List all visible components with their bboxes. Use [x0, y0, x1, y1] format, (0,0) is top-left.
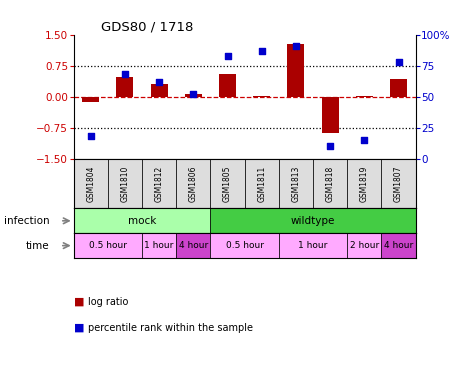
Text: mock: mock	[128, 216, 156, 226]
Text: GSM1812: GSM1812	[155, 165, 163, 202]
Bar	[245, 159, 279, 208]
Point	[326, 143, 334, 149]
Bar	[253, 96, 270, 97]
Point	[224, 53, 231, 59]
Bar	[151, 85, 168, 97]
Text: GSM1804: GSM1804	[86, 165, 95, 202]
Text: 1 hour: 1 hour	[298, 241, 328, 250]
Text: 2 hour: 2 hour	[350, 241, 379, 250]
Bar	[381, 233, 416, 258]
Bar	[142, 159, 176, 208]
Bar	[74, 159, 108, 208]
Text: percentile rank within the sample: percentile rank within the sample	[88, 322, 253, 333]
Text: 0.5 hour: 0.5 hour	[89, 241, 127, 250]
Text: GSM1807: GSM1807	[394, 165, 403, 202]
Bar	[287, 44, 304, 97]
Point	[258, 48, 266, 54]
Text: GSM1819: GSM1819	[360, 165, 369, 202]
Text: 0.5 hour: 0.5 hour	[226, 241, 264, 250]
Bar	[210, 208, 416, 233]
Bar	[142, 233, 176, 258]
Text: GSM1818: GSM1818	[326, 165, 334, 202]
Text: infection: infection	[4, 216, 50, 226]
Bar	[347, 233, 381, 258]
Point	[361, 137, 368, 143]
Bar	[279, 233, 347, 258]
Bar	[82, 97, 99, 102]
Text: log ratio: log ratio	[88, 297, 128, 307]
Bar	[347, 159, 381, 208]
Bar	[313, 159, 347, 208]
Bar	[176, 233, 210, 258]
Text: GSM1805: GSM1805	[223, 165, 232, 202]
Bar	[356, 96, 373, 97]
Text: GSM1810: GSM1810	[121, 165, 129, 202]
Text: 4 hour: 4 hour	[179, 241, 208, 250]
Text: GDS80 / 1718: GDS80 / 1718	[101, 20, 193, 34]
Bar	[219, 74, 236, 97]
Text: ■: ■	[74, 297, 84, 307]
Bar	[185, 94, 202, 97]
Point	[292, 43, 300, 49]
Point	[87, 134, 95, 139]
Text: GSM1806: GSM1806	[189, 165, 198, 202]
Bar	[74, 208, 210, 233]
Bar	[322, 97, 339, 133]
Text: GSM1811: GSM1811	[257, 165, 266, 202]
Point	[190, 92, 197, 97]
Text: time: time	[26, 240, 50, 251]
Bar	[210, 233, 279, 258]
Bar	[116, 77, 133, 97]
Text: GSM1813: GSM1813	[292, 165, 300, 202]
Text: 4 hour: 4 hour	[384, 241, 413, 250]
Point	[155, 79, 163, 85]
Text: ■: ■	[74, 322, 84, 333]
Bar	[390, 79, 407, 97]
Bar	[279, 159, 313, 208]
Bar	[176, 159, 210, 208]
Point	[395, 59, 402, 65]
Bar	[74, 233, 142, 258]
Text: wildtype: wildtype	[291, 216, 335, 226]
Point	[121, 71, 129, 77]
Bar	[381, 159, 416, 208]
Text: 1 hour: 1 hour	[144, 241, 174, 250]
Bar	[108, 159, 142, 208]
Bar	[210, 159, 245, 208]
